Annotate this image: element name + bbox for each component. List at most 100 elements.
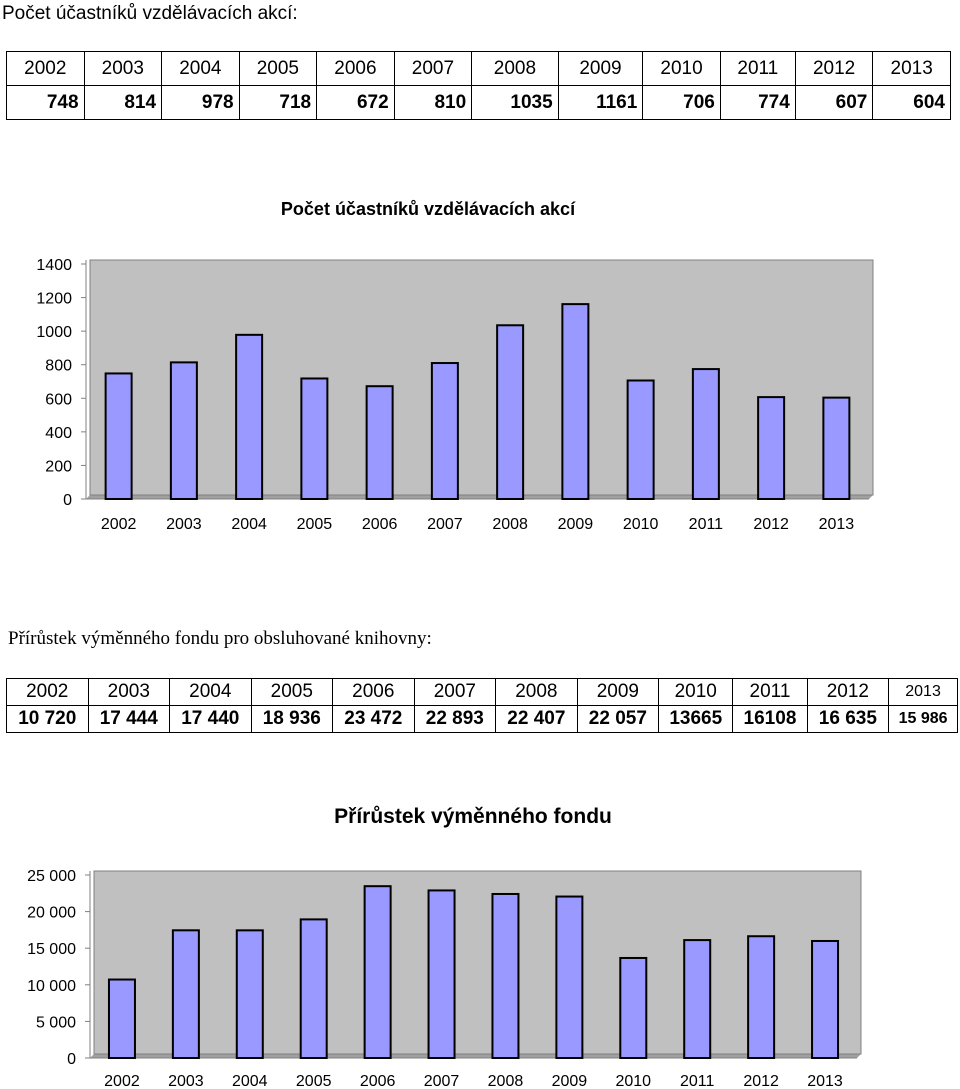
x-tick-label: 2004: [231, 516, 267, 533]
x-tick-label: 2005: [296, 1073, 332, 1089]
value-cell: 22 407: [495, 705, 578, 733]
chart-title: Přírůstek výměnného fondu: [334, 805, 612, 828]
bar: [363, 885, 392, 1059]
year-cell: 2010: [658, 678, 734, 706]
year-cell: 2003: [83, 51, 163, 86]
year-cell: 2007: [393, 51, 473, 86]
value-cell: 23 472: [332, 705, 415, 733]
year-cell: 2004: [169, 678, 252, 706]
value-cell: 16108: [732, 705, 808, 733]
value-cell: 16 635: [806, 705, 890, 733]
y-tick-label: 1400: [36, 257, 72, 274]
value-cell: 1161: [557, 85, 644, 120]
value-cell: 22 893: [413, 705, 497, 733]
bar: [430, 362, 459, 500]
fund-growth-bar-chart: Přírůstek výměnného fondu 0 5 000 10 000 15 …: [27, 805, 862, 1089]
value-cell: 774: [719, 85, 796, 120]
value-cell: 15 986: [888, 705, 958, 733]
year-cell: 2002: [6, 51, 85, 86]
fund-value-row: 10 720 17 444 17 440 18 936 23 472 22 89…: [6, 705, 958, 733]
x-tick-label: 2002: [101, 516, 137, 533]
plot-area: [93, 870, 862, 1055]
x-tick-label: 2003: [168, 1073, 204, 1089]
year-cell: 2005: [250, 678, 334, 706]
bar: [496, 324, 525, 500]
bar: [561, 303, 590, 500]
x-tick-label: 2007: [427, 516, 463, 533]
x-tick-label: 2006: [362, 516, 398, 533]
chart-title: Počet účastníků vzdělávacích akcí: [281, 199, 576, 219]
y-tick-label: 600: [45, 391, 72, 408]
year-cell: 2005: [238, 51, 318, 86]
x-tick-label: 2008: [488, 1073, 524, 1089]
bar: [747, 935, 776, 1059]
value-cell: 810: [393, 85, 473, 120]
year-cell: 2011: [719, 51, 796, 86]
value-cell: 706: [642, 85, 721, 120]
bar: [299, 918, 328, 1060]
year-cell: 2013: [888, 678, 958, 706]
y-tick-label: 10 000: [27, 978, 76, 995]
value-cell: 604: [872, 85, 951, 120]
value-cell: 18 936: [250, 705, 334, 733]
year-cell: 2010: [642, 51, 721, 86]
x-tick-label: 2004: [232, 1073, 268, 1089]
value-cell: 13665: [658, 705, 734, 733]
x-tick-label: 2012: [743, 1073, 779, 1089]
year-cell: 2002: [6, 678, 89, 706]
bar: [619, 956, 648, 1059]
x-tick-label: 2011: [689, 516, 724, 533]
year-cell: 2007: [413, 678, 497, 706]
x-tick-label: 2006: [360, 1073, 396, 1089]
section2-heading: Přírůstek výměnného fondu pro obsluhovan…: [8, 628, 432, 649]
bar: [555, 895, 584, 1060]
bar: [491, 892, 520, 1059]
x-tick-label: 2011: [680, 1073, 715, 1089]
x-tick-label: 2009: [552, 1073, 588, 1089]
bar: [107, 978, 136, 1059]
year-cell: 2012: [794, 51, 874, 86]
x-tick-label: 2013: [807, 1073, 843, 1089]
x-tick-label: 2002: [104, 1073, 140, 1089]
y-tick-label: 25 000: [27, 868, 76, 885]
bar: [757, 396, 786, 500]
participants-year-row: 2002 2003 2004 2005 2006 2007 2008 2009 …: [6, 51, 951, 86]
bar: [691, 368, 720, 500]
participants-value-row: 748 814 978 718 672 810 1035 1161 706 77…: [6, 85, 951, 120]
x-tick-label: 2007: [424, 1073, 460, 1089]
year-cell: 2012: [806, 678, 890, 706]
bar: [427, 889, 456, 1060]
plot-area: [89, 259, 874, 496]
value-cell: 672: [316, 85, 395, 120]
year-cell: 2003: [87, 678, 171, 706]
y-tick-label: 5 000: [36, 1014, 76, 1031]
bar: [235, 333, 264, 500]
x-tick-label: 2005: [297, 516, 333, 533]
x-tick-label: 2010: [623, 516, 659, 533]
y-tick-label: 800: [45, 358, 72, 375]
bar: [365, 385, 394, 500]
fund-growth-table: 2002 2003 2004 2005 2006 2007 2008 2009 …: [6, 678, 958, 733]
year-cell: 2008: [471, 51, 559, 86]
value-cell: 748: [6, 85, 85, 120]
y-tick-label: 15 000: [27, 941, 76, 958]
bar: [171, 929, 200, 1059]
participants-bar-chart: Počet účastníků vzdělávacích akcí 0 200 400…: [36, 199, 874, 533]
year-cell: 2006: [332, 678, 415, 706]
participants-table: 2002 2003 2004 2005 2006 2007 2008 2009 …: [6, 51, 951, 120]
year-cell: 2013: [872, 51, 951, 86]
value-cell: 814: [83, 85, 163, 120]
year-cell: 2004: [161, 51, 240, 86]
year-cell: 2006: [316, 51, 395, 86]
value-cell: 22 057: [576, 705, 660, 733]
year-cell: 2011: [732, 678, 808, 706]
y-tick-label: 400: [45, 425, 72, 442]
fund-year-row: 2002 2003 2004 2005 2006 2007 2008 2009 …: [6, 678, 958, 706]
year-cell: 2009: [557, 51, 644, 86]
bar: [300, 377, 329, 501]
x-tick-label: 2010: [615, 1073, 651, 1089]
x-tick-label: 2003: [166, 516, 202, 533]
bar: [104, 372, 133, 500]
x-tick-label: 2009: [558, 516, 594, 533]
year-cell: 2008: [495, 678, 578, 706]
